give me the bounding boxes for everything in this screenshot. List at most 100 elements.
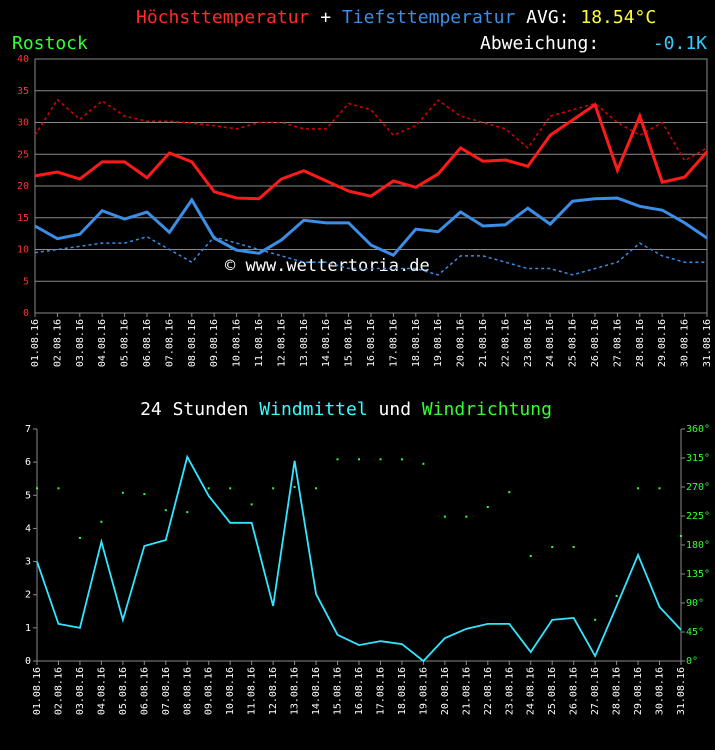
y-tick-label: 10	[17, 245, 29, 256]
x-tick-label: 30.08.16	[680, 319, 691, 367]
title-joiner: und	[379, 399, 412, 420]
x-tick-label: 05.08.16	[118, 667, 129, 715]
direction-dot	[315, 487, 318, 490]
y2-tick-label: 0°	[686, 656, 698, 667]
y-tick-label: 15	[17, 213, 29, 224]
direction-dot	[143, 493, 146, 496]
y-tick-label: 7	[25, 424, 31, 435]
direction-dot	[637, 487, 640, 490]
y-tick-label: 35	[17, 86, 29, 97]
x-tick-label: 11.08.16	[254, 319, 265, 367]
x-tick-label: 28.08.16	[612, 667, 623, 715]
x-tick-label: 04.08.16	[97, 319, 108, 367]
y-tick-label: 25	[17, 149, 29, 160]
direction-dot	[100, 520, 103, 523]
y2-tick-label: 45°	[686, 627, 704, 638]
watermark: © www.wettertoria.de	[225, 256, 430, 276]
direction-dot	[486, 505, 489, 508]
x-tick-label: 21.08.16	[461, 667, 472, 715]
x-tick-label: 13.08.16	[290, 667, 301, 715]
x-tick-label: 16.08.16	[354, 667, 365, 715]
x-tick-label: 23.08.16	[523, 319, 534, 367]
direction-dot	[443, 515, 446, 518]
legend-entry: Windrichtung	[422, 399, 552, 420]
reference-line	[34, 98, 708, 162]
y-tick-label: 2	[25, 590, 31, 601]
direction-dot	[465, 515, 468, 518]
x-tick-label: 25.08.16	[568, 319, 579, 367]
x-tick-label: 08.08.16	[182, 667, 193, 715]
x-tick-label: 16.08.16	[366, 319, 377, 367]
x-tick-label: 29.08.16	[633, 667, 644, 715]
x-tick-label: 12.08.16	[268, 667, 279, 715]
y-tick-label: 5	[23, 276, 29, 287]
y-tick-label: 1	[25, 623, 31, 634]
y-tick-label: 3	[25, 557, 31, 568]
y-tick-label: 20	[17, 181, 29, 192]
x-tick-label: 06.08.16	[139, 667, 150, 715]
direction-dot	[680, 534, 682, 537]
avg-value: 18.54°C	[580, 7, 656, 28]
x-tick-label: 27.08.16	[612, 319, 623, 367]
direction-dot	[250, 503, 253, 506]
direction-dot	[529, 554, 532, 557]
x-tick-label: 25.08.16	[547, 667, 558, 715]
x-tick-label: 07.08.16	[164, 319, 175, 367]
direction-dot	[422, 462, 425, 465]
direction-dot	[594, 618, 597, 621]
x-tick-label: 10.08.16	[225, 667, 236, 715]
x-tick-label: 27.08.16	[590, 667, 601, 715]
data-line	[34, 102, 709, 201]
direction-dot	[658, 487, 661, 490]
reference-line	[34, 235, 707, 276]
x-tick-label: 09.08.16	[204, 667, 215, 715]
location: Rostock	[12, 33, 88, 54]
direction-dot	[336, 458, 339, 461]
x-tick-label: 14.08.16	[321, 319, 332, 367]
direction-dot	[272, 487, 275, 490]
y-tick-label: 0	[25, 656, 31, 667]
chart-header: Höchsttemperatur + Tiefsttemperatur AVG:…	[136, 7, 656, 28]
x-tick-label: 13.08.16	[299, 319, 310, 367]
y-tick-label: 4	[25, 523, 31, 534]
y2-tick-label: 360°	[686, 424, 710, 435]
x-tick-label: 17.08.16	[388, 319, 399, 367]
x-tick-label: 20.08.16	[440, 667, 451, 715]
chart-title: 24 Stunden Windmittel und Windrichtung	[140, 399, 552, 420]
x-tick-label: 23.08.16	[504, 667, 515, 715]
y2-tick-label: 180°	[686, 540, 710, 551]
x-tick-label: 10.08.16	[232, 319, 243, 367]
x-tick-label: 14.08.16	[311, 667, 322, 715]
x-tick-label: 22.08.16	[483, 667, 494, 715]
legend-entry: Höchsttemperatur	[136, 7, 310, 28]
y2-tick-label: 135°	[686, 569, 710, 580]
x-tick-label: 02.08.16	[53, 667, 64, 715]
legend-entry: Windmittel	[259, 399, 367, 420]
x-tick-label: 24.08.16	[526, 667, 537, 715]
x-tick-label: 31.08.16	[676, 667, 687, 715]
x-tick-label: 19.08.16	[418, 667, 429, 715]
y2-tick-label: 225°	[686, 511, 710, 522]
direction-dot	[164, 509, 167, 512]
x-tick-label: 31.08.16	[702, 319, 713, 367]
x-tick-label: 26.08.16	[590, 319, 601, 367]
direction-dot	[207, 487, 210, 490]
y2-tick-label: 90°	[686, 598, 704, 609]
x-tick-label: 28.08.16	[635, 319, 646, 367]
x-tick-label: 24.08.16	[545, 319, 556, 367]
y-tick-label: 40	[17, 54, 29, 65]
x-tick-label: 18.08.16	[411, 319, 422, 367]
x-tick-label: 05.08.16	[120, 319, 131, 367]
y-tick-label: 6	[25, 457, 31, 468]
direction-dot	[615, 594, 618, 597]
x-tick-label: 09.08.16	[209, 319, 220, 367]
direction-dot	[358, 458, 360, 461]
x-tick-label: 08.08.16	[187, 319, 198, 367]
x-tick-label: 30.08.16	[655, 667, 666, 715]
deviation-label: Abweichung:	[480, 33, 599, 54]
title-prefix: 24 Stunden	[140, 399, 248, 420]
x-tick-label: 15.08.16	[333, 667, 344, 715]
legend-entry: Tiefsttemperatur	[342, 7, 516, 28]
y-tick-label: 30	[17, 118, 29, 129]
